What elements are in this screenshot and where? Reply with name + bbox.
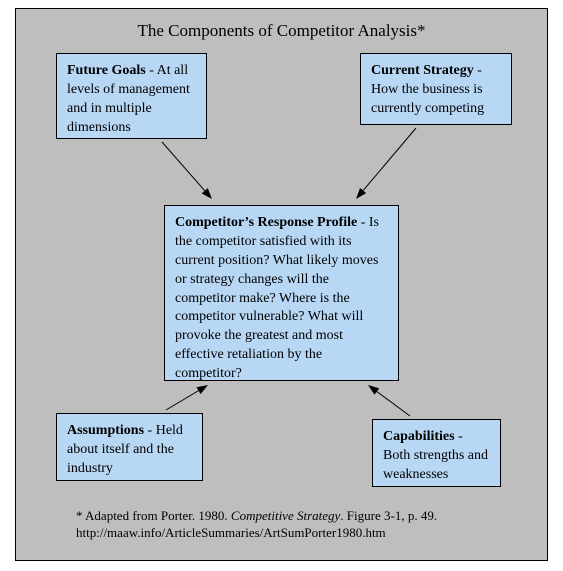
footnote: * Adapted from Porter. 1980. Competitive…	[76, 508, 437, 542]
node-assumptions: Assumptions - Held about itself and the …	[56, 413, 203, 481]
node-body: Both strengths and weaknesses	[383, 448, 488, 482]
footnote-italic: Competitive Strategy	[231, 508, 340, 523]
node-dash: -	[474, 63, 482, 78]
node-dash: -	[455, 429, 463, 444]
node-dash: -	[144, 423, 156, 438]
diagram-frame: The Components of Competitor Analysis* F…	[15, 8, 548, 561]
node-dash: -	[357, 215, 369, 230]
node-response-profile: Competitor’s Response Profile - Is the c…	[164, 205, 399, 381]
node-future-goals: Future Goals - At all levels of manageme…	[56, 53, 207, 139]
node-title: Capabilities	[383, 429, 455, 444]
node-current-strategy: Current Strategy - How the business is c…	[360, 53, 512, 125]
node-title: Competitor’s Response Profile	[175, 215, 357, 230]
node-body: How the business is currently competing	[371, 82, 484, 116]
node-body: Is the competitor satisfied with its cur…	[175, 215, 379, 381]
footnote-suffix: . Figure 3-1, p. 49.	[340, 508, 437, 523]
node-title: Future Goals	[67, 63, 146, 78]
node-dash: -	[146, 63, 157, 78]
node-capabilities: Capabilities - Both strengths and weakne…	[372, 419, 501, 487]
node-title: Current Strategy	[371, 63, 474, 78]
footnote-prefix: * Adapted from Porter. 1980.	[76, 508, 231, 523]
diagram-title: The Components of Competitor Analysis*	[16, 21, 547, 41]
node-title: Assumptions	[67, 423, 144, 438]
footnote-url: http://maaw.info/ArticleSummaries/ArtSum…	[76, 525, 386, 540]
